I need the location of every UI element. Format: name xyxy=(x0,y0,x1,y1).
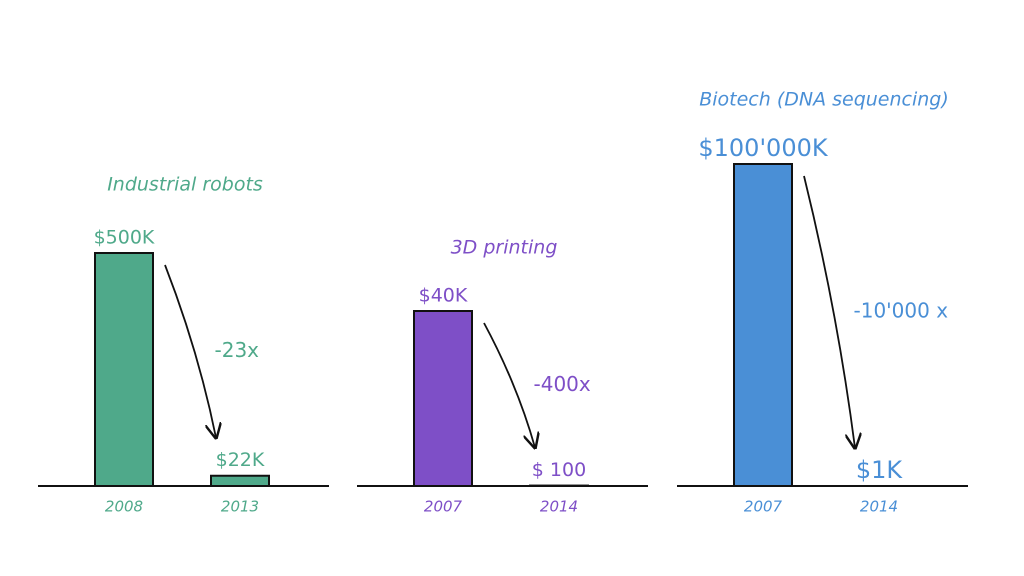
bar xyxy=(413,310,473,487)
x-tick-label: 2013 xyxy=(221,498,259,516)
value-label: $40K xyxy=(419,285,468,307)
x-tick-label: 2014 xyxy=(860,498,898,516)
annotation: -23x xyxy=(215,338,260,362)
bar xyxy=(210,474,270,487)
chart-title: 3D printing xyxy=(451,237,558,259)
x-tick-label: 2007 xyxy=(424,498,463,516)
chart-title: Biotech (DNA sequencing) xyxy=(699,89,949,111)
value-label: $100'000K xyxy=(698,134,828,162)
arrow xyxy=(483,322,535,448)
value-label: $22K xyxy=(216,449,265,471)
x-tick-label: 2008 xyxy=(105,498,143,516)
arrow xyxy=(164,264,216,438)
annotation: -400x xyxy=(534,372,591,396)
value-label: $ 100 xyxy=(532,459,586,481)
value-label: $1K xyxy=(856,456,904,484)
arrow xyxy=(803,175,855,448)
annotation: -10'000 x xyxy=(854,298,949,322)
bar xyxy=(94,252,154,487)
x-tick-label: 2014 xyxy=(540,498,578,516)
chart-title: Industrial robots xyxy=(107,174,263,196)
bar xyxy=(733,163,793,487)
x-tick-label: 2007 xyxy=(744,498,783,516)
value-label: $500K xyxy=(94,227,155,249)
